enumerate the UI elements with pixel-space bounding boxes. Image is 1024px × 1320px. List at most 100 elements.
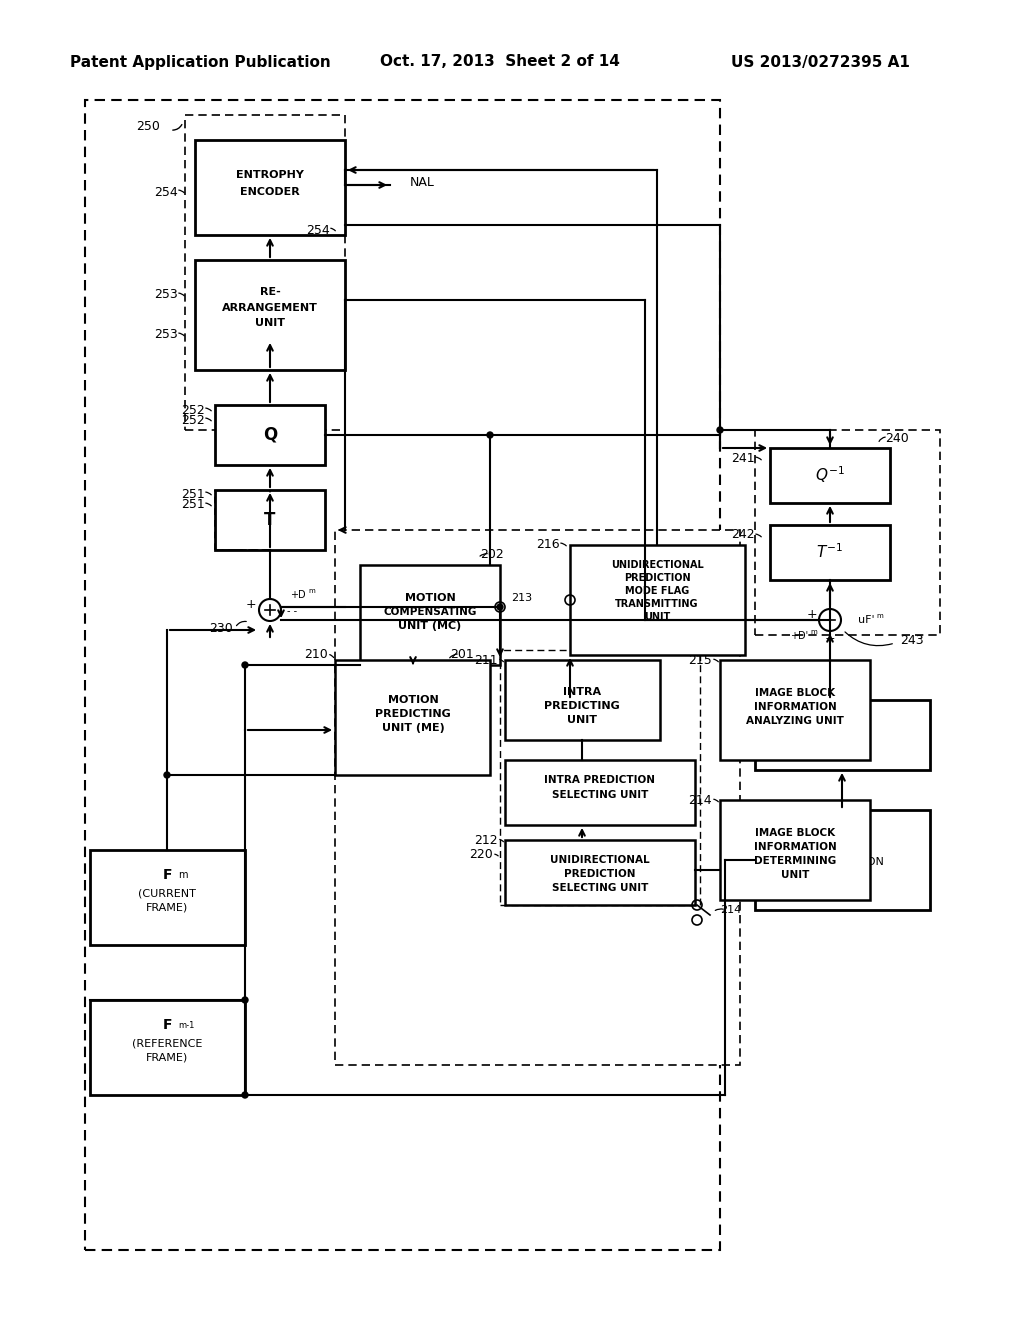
Text: FRAME): FRAME) [145, 903, 188, 913]
Text: F: F [162, 1018, 172, 1032]
Text: UNIT: UNIT [255, 318, 285, 327]
Bar [215, 405, 325, 465]
Text: UNIT: UNIT [644, 612, 670, 622]
Text: 252: 252 [181, 404, 205, 417]
Text: m: m [308, 587, 314, 594]
Bar [185, 115, 345, 430]
Bar [195, 260, 345, 370]
Text: 254: 254 [306, 223, 330, 236]
Bar [755, 810, 930, 909]
Bar [195, 140, 345, 235]
Text: Q: Q [263, 426, 278, 444]
Text: m: m [810, 630, 817, 635]
Text: UNIT: UNIT [567, 715, 597, 725]
Text: INFORMATION: INFORMATION [754, 842, 837, 851]
Text: TRANSMITTING: TRANSMITTING [615, 599, 698, 609]
Circle shape [487, 432, 493, 438]
Text: 243: 243 [900, 634, 924, 647]
Text: uF': uF' [858, 615, 874, 624]
Circle shape [497, 605, 503, 610]
Text: 216: 216 [537, 539, 560, 552]
Bar [720, 800, 870, 900]
Bar [770, 525, 890, 579]
Bar [85, 100, 720, 1250]
Text: UNIDIRECTIONAL: UNIDIRECTIONAL [550, 855, 650, 865]
Bar [90, 1001, 245, 1096]
Text: 214: 214 [688, 793, 712, 807]
Bar [335, 660, 490, 775]
Text: PREDICTING: PREDICTING [544, 701, 620, 711]
Text: US 2013/0272395 A1: US 2013/0272395 A1 [730, 54, 909, 70]
Text: PREDICTING: PREDICTING [375, 709, 451, 719]
Text: 230: 230 [209, 622, 233, 635]
Text: IMAGE BLOCK: IMAGE BLOCK [755, 828, 835, 838]
Text: +: + [807, 607, 817, 620]
Text: - -: - - [287, 606, 297, 616]
Bar [505, 660, 660, 741]
Bar [90, 850, 245, 945]
Text: MODE FLAG: MODE FLAG [625, 586, 689, 597]
Bar [505, 840, 695, 906]
Text: ARRANGEMENT: ARRANGEMENT [222, 304, 317, 313]
Text: 215: 215 [688, 653, 712, 667]
Bar [720, 660, 870, 760]
Text: +: + [824, 632, 836, 645]
Bar [755, 700, 930, 770]
Text: +D': +D' [790, 631, 808, 642]
Text: 253: 253 [155, 289, 178, 301]
Text: $Q^{-1}$: $Q^{-1}$ [815, 465, 845, 486]
Text: UNIT: UNIT [781, 870, 809, 880]
Text: ANALYZING UNIT: ANALYZING UNIT [746, 715, 844, 726]
Text: 214: 214 [720, 906, 741, 915]
Text: T: T [264, 511, 275, 529]
Text: 212: 212 [474, 833, 498, 846]
Text: DETERMINING: DETERMINING [754, 855, 837, 866]
Text: FRAME): FRAME) [145, 1053, 188, 1063]
Text: +D: +D [290, 590, 305, 601]
Text: 253: 253 [155, 329, 178, 342]
Text: m-1: m-1 [178, 1020, 195, 1030]
Text: m: m [876, 612, 883, 619]
Text: FIG. 2: FIG. 2 [88, 1076, 147, 1094]
Text: COMPENSATING: COMPENSATING [383, 607, 477, 616]
Text: 210: 210 [304, 648, 328, 661]
Text: RE-: RE- [260, 286, 281, 297]
Text: 202: 202 [480, 549, 504, 561]
Text: INFORMATION: INFORMATION [754, 702, 837, 711]
Text: (RESTORATION: (RESTORATION [801, 857, 884, 867]
Text: 201: 201 [450, 648, 474, 661]
Bar [500, 649, 700, 906]
Text: (REFERENCE: (REFERENCE [132, 1038, 202, 1048]
Text: SELECTING UNIT: SELECTING UNIT [552, 789, 648, 800]
Text: PREDICTION: PREDICTION [624, 573, 690, 583]
Text: INTRA: INTRA [563, 686, 601, 697]
Circle shape [242, 997, 248, 1003]
Text: 250: 250 [136, 120, 160, 133]
Text: 251: 251 [181, 499, 205, 511]
Text: ENTROPHY: ENTROPHY [237, 170, 304, 180]
Text: 242: 242 [731, 528, 755, 541]
Text: $T^{-1}$: $T^{-1}$ [816, 543, 844, 561]
Text: UNIT (ME): UNIT (ME) [382, 723, 444, 733]
Text: MOTION: MOTION [388, 696, 438, 705]
Text: -: - [267, 623, 272, 635]
Text: m: m [857, 838, 866, 847]
Text: ENCODER: ENCODER [240, 187, 300, 197]
Text: UNIDIRECTIONAL: UNIDIRECTIONAL [610, 560, 703, 570]
Circle shape [242, 1092, 248, 1098]
Text: PREDICTION: PREDICTION [564, 869, 636, 879]
Circle shape [242, 663, 248, 668]
Bar [570, 545, 745, 655]
Text: NAL: NAL [410, 177, 435, 190]
Text: m: m [178, 870, 187, 880]
Text: F': F' [835, 836, 849, 850]
Text: 254: 254 [155, 186, 178, 198]
Text: 252: 252 [181, 413, 205, 426]
Circle shape [717, 426, 723, 433]
Text: 244: 244 [723, 701, 746, 714]
Text: UNIT (MC): UNIT (MC) [398, 620, 462, 631]
Text: FRAME): FRAME) [821, 873, 863, 883]
Text: IMAGE BLOCK: IMAGE BLOCK [755, 688, 835, 698]
Bar [505, 760, 695, 825]
Text: Patent Application Publication: Patent Application Publication [70, 54, 331, 70]
